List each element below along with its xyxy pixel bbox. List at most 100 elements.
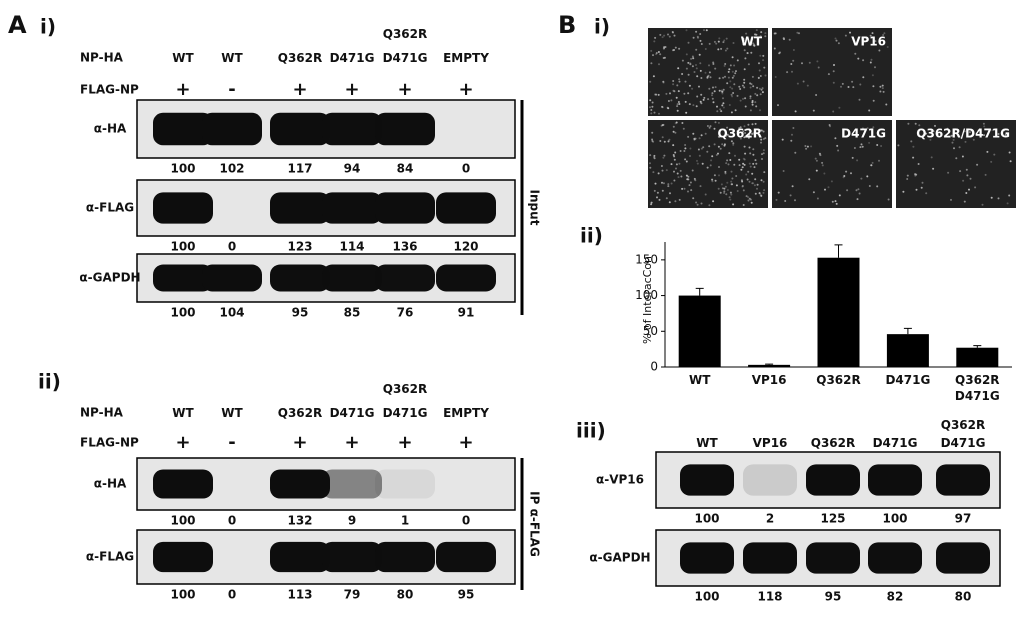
- cell-speck: [649, 162, 651, 165]
- cell-speck: [747, 199, 750, 202]
- cell-speck: [729, 198, 732, 201]
- cell-speck: [712, 61, 715, 64]
- cell-speck: [693, 177, 696, 180]
- band: [270, 112, 330, 146]
- cell-speck: [709, 164, 712, 167]
- bar: [817, 257, 860, 367]
- error-bar: [695, 287, 704, 296]
- micrograph: [772, 120, 892, 208]
- cell-speck: [674, 46, 677, 49]
- cell-speck: [676, 84, 679, 87]
- cell-speck: [746, 38, 749, 41]
- cell-speck: [702, 146, 705, 149]
- quantification: 100: [170, 514, 195, 528]
- cell-speck: [958, 146, 961, 149]
- cell-speck: [650, 49, 653, 52]
- cell-speck: [983, 134, 985, 137]
- lane-label: WT: [172, 51, 194, 65]
- cell-speck: [745, 32, 748, 35]
- cell-speck: [670, 163, 673, 166]
- blot-label: α-GAPDH: [79, 271, 140, 285]
- cell-speck: [732, 203, 735, 206]
- x-tick-label: VP16: [752, 373, 787, 387]
- cell-speck: [829, 125, 831, 128]
- cell-speck: [760, 88, 763, 91]
- band: [153, 469, 213, 499]
- cell-speck: [649, 154, 652, 157]
- cell-speck: [729, 159, 732, 161]
- cell-speck: [695, 105, 698, 108]
- cell-speck: [731, 183, 733, 186]
- cell-speck: [723, 143, 726, 146]
- cell-speck: [963, 130, 966, 133]
- cell-speck: [749, 86, 752, 89]
- cell-speck: [729, 64, 732, 67]
- error-bar: [765, 363, 774, 365]
- cell-speck: [866, 175, 869, 178]
- cell-speck: [684, 144, 687, 146]
- cell-speck: [649, 166, 652, 169]
- cell-speck: [700, 202, 703, 205]
- cell-speck: [734, 72, 737, 75]
- cell-speck: [729, 86, 732, 89]
- cell-speck: [656, 191, 659, 194]
- cell-speck: [667, 185, 670, 188]
- lane-label: WT: [221, 406, 243, 420]
- cell-speck: [669, 92, 671, 95]
- lane-label: Q362R: [278, 406, 323, 420]
- cell-speck: [855, 189, 858, 192]
- cell-speck: [692, 132, 695, 135]
- cell-speck: [721, 143, 724, 146]
- cell-speck: [699, 100, 702, 103]
- cell-speck: [711, 97, 714, 100]
- cell-speck: [730, 93, 733, 96]
- cell-speck: [761, 91, 764, 94]
- cell-speck: [671, 31, 674, 33]
- cell-speck: [990, 160, 993, 163]
- cell-speck: [716, 105, 718, 108]
- cell-speck: [754, 101, 757, 104]
- cell-speck: [695, 48, 698, 51]
- cell-speck: [830, 180, 833, 183]
- cell-speck: [711, 94, 713, 97]
- y-axis-label: % of InteracCon: [641, 256, 654, 344]
- cell-speck: [726, 82, 729, 85]
- cell-speck: [695, 67, 698, 70]
- cell-speck: [722, 41, 725, 44]
- cell-speck: [878, 49, 881, 52]
- subpanel-label: iii): [576, 419, 606, 443]
- cell-speck: [762, 54, 765, 57]
- cell-speck: [760, 194, 763, 197]
- cell-speck: [834, 200, 837, 203]
- cell-speck: [663, 140, 666, 143]
- cell-speck: [655, 53, 658, 56]
- cell-speck: [834, 37, 837, 40]
- cell-speck: [658, 112, 660, 115]
- cell-speck: [667, 183, 670, 186]
- cell-speck: [786, 71, 789, 74]
- quantification: 84: [397, 162, 414, 176]
- cell-speck: [673, 34, 676, 37]
- cell-speck: [762, 191, 765, 194]
- cell-speck: [917, 163, 920, 165]
- cell-speck: [713, 127, 716, 130]
- bar: [748, 364, 791, 367]
- cell-speck: [707, 74, 710, 77]
- cell-speck: [842, 176, 845, 179]
- y-tick-label: 50: [643, 324, 658, 338]
- cell-speck: [704, 48, 707, 50]
- cell-speck: [683, 187, 686, 190]
- cell-speck: [937, 134, 940, 136]
- cell-speck: [649, 106, 651, 109]
- cell-speck: [791, 133, 793, 136]
- cell-speck: [698, 137, 701, 140]
- cell-speck: [691, 65, 694, 68]
- cell-speck: [764, 32, 767, 35]
- blot-label: α-HA: [94, 122, 127, 136]
- quantification: 94: [344, 162, 361, 176]
- cell-speck: [741, 180, 744, 183]
- cell-speck: [688, 184, 691, 187]
- cell-speck: [744, 129, 747, 131]
- image-label: WT: [741, 35, 763, 49]
- cell-speck: [876, 185, 879, 188]
